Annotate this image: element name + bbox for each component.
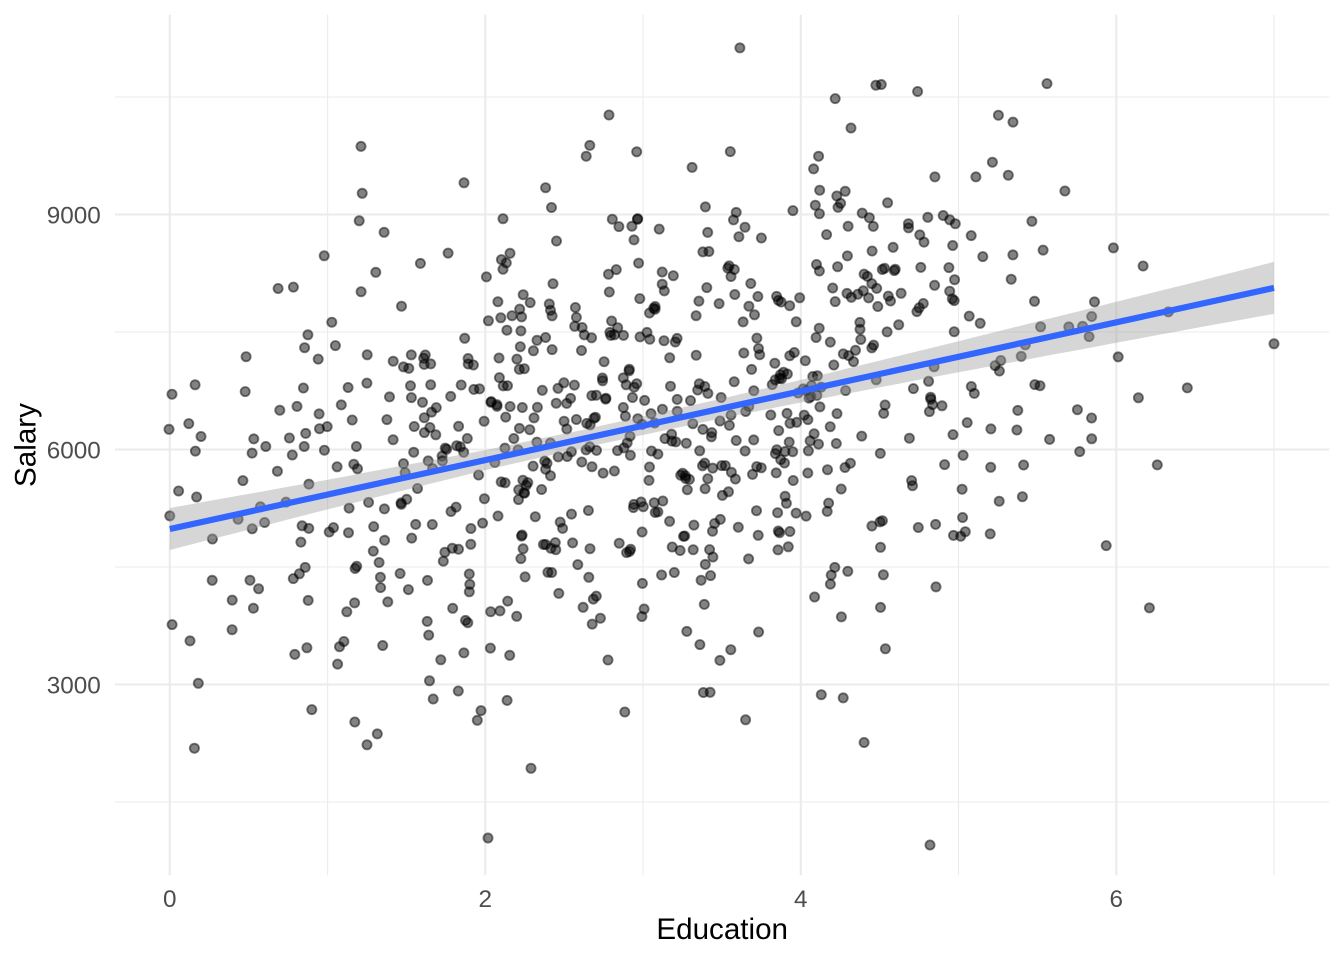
svg-text:Education: Education: [656, 913, 788, 946]
svg-text:9000: 9000: [47, 203, 101, 230]
svg-text:2: 2: [479, 886, 493, 913]
svg-text:3000: 3000: [47, 673, 101, 700]
svg-text:6000: 6000: [47, 438, 101, 465]
svg-text:4: 4: [794, 886, 808, 913]
svg-text:6: 6: [1110, 886, 1124, 913]
svg-text:0: 0: [163, 886, 177, 913]
svg-text:Salary: Salary: [10, 403, 43, 487]
